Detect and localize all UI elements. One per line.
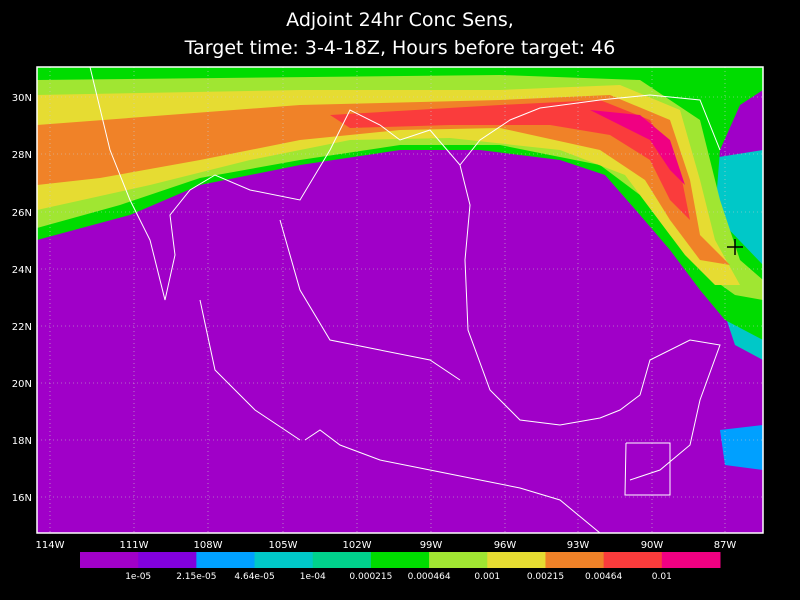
lat-label: 24N (12, 265, 32, 276)
lon-label: 96W (494, 540, 517, 551)
map-frame (36, 66, 764, 534)
lat-label: 16N (12, 493, 32, 504)
lon-label: 114W (36, 540, 65, 551)
colorbar-swatch (312, 552, 372, 568)
colorbar-swatch (370, 552, 430, 568)
colorbar-label: 1e-05 (125, 572, 151, 582)
lat-label: 26N (12, 208, 32, 219)
lon-label: 99W (420, 540, 443, 551)
lat-label: 30N (12, 93, 32, 104)
colorbar-swatch (603, 552, 663, 568)
map (37, 67, 763, 533)
colorbar-label: 0.01 (652, 572, 672, 582)
colorbar-swatch (429, 552, 488, 568)
colorbar-swatch (138, 552, 197, 568)
colorbar-label: 0.000215 (349, 572, 392, 582)
colorbar-label: 0.00464 (585, 572, 622, 582)
colorbar-label: 2.15e-05 (176, 572, 216, 582)
colorbar-swatch (196, 552, 256, 568)
title-line: Adjoint 24hr Conc Sens, (286, 9, 514, 31)
colorbar-swatch (254, 552, 314, 568)
lon-label: 90W (641, 540, 664, 551)
colorbar: 1e-05 2.15e-05 4.64e-05 1e-04 0.000215 0.0004… (80, 552, 721, 582)
lon-label: 108W (194, 540, 223, 551)
lon-label: 105W (269, 540, 298, 551)
colorbar-label: 0.001 (474, 572, 500, 582)
lon-label: 111W (120, 540, 149, 551)
colorbar-swatch (661, 552, 721, 568)
plume-band (720, 425, 763, 470)
colorbar-label: 0.000464 (408, 572, 451, 582)
colorbar-swatch (487, 552, 546, 568)
title-line: Target time: 3-4-18Z, Hours before targe… (184, 37, 616, 59)
plume-band (590, 110, 685, 185)
coastlines (89, 67, 721, 533)
lat-label: 22N (12, 322, 32, 333)
colorbar-label: 0.00215 (527, 572, 564, 582)
lat-label: 28N (12, 150, 32, 161)
lat-label: 20N (12, 379, 32, 390)
grid (37, 67, 763, 533)
colorbar-label: 4.64e-05 (234, 572, 274, 582)
target-marker (727, 239, 743, 255)
lon-label: 93W (567, 540, 590, 551)
plume-band (330, 100, 690, 220)
colorbar-swatch (545, 552, 605, 568)
colorbar-swatch (80, 552, 139, 568)
lon-label: 102W (343, 540, 372, 551)
axis-labels: 30N 28N 26N 24N 22N 20N 18N 16N 114W 111W 108W 105W… (12, 93, 737, 551)
lat-label: 18N (12, 436, 32, 447)
lon-label: 87W (714, 540, 737, 551)
plume-band (37, 95, 730, 265)
colorbar-label: 1e-04 (300, 572, 326, 582)
